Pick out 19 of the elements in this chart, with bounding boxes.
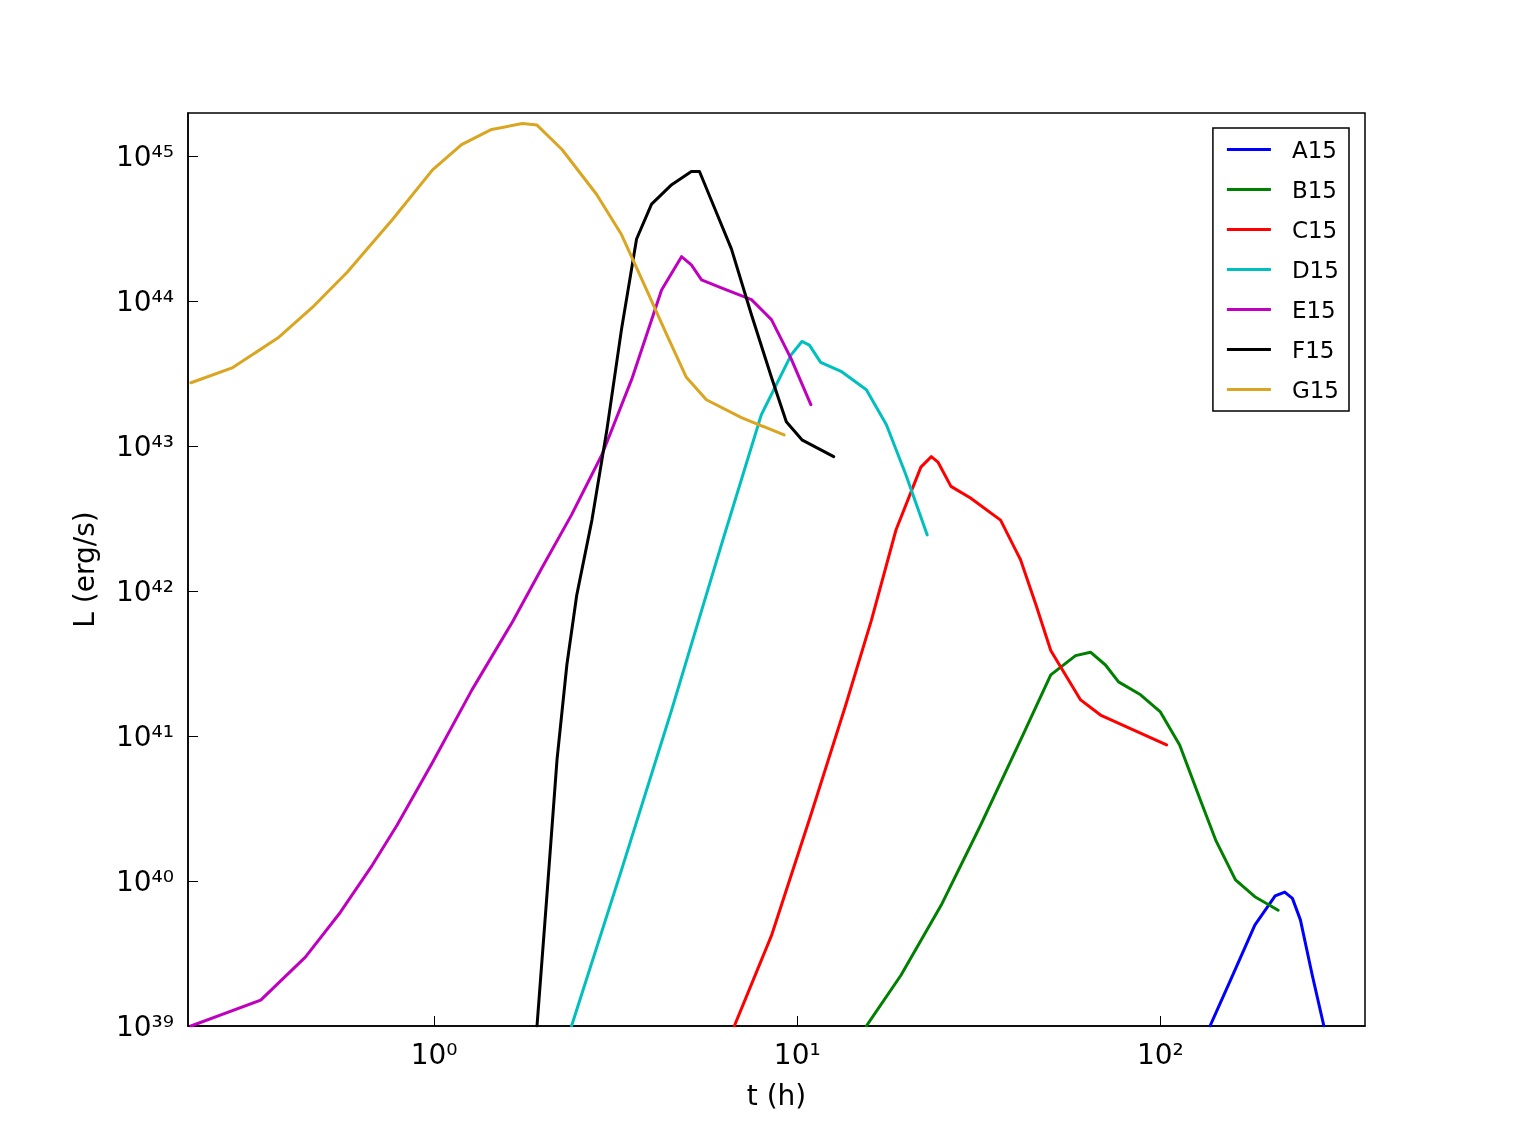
y-tick-label: 10⁴⁴ [115,285,174,319]
y-tick-label: 10⁴⁰ [115,864,174,898]
legend-label: F15 [1291,336,1335,363]
y-tick-label: 10³⁹ [115,1009,174,1043]
y-tick-label: 10⁴⁵ [115,140,174,174]
legend-label: A15 [1291,136,1337,163]
y-tick-label: 10⁴³ [115,429,174,463]
legend-label: G15 [1291,376,1339,403]
y-axis-title: L (erg/s) [67,511,101,628]
x-axis-title: t (h) [746,1078,807,1112]
legend-label: D15 [1291,256,1339,283]
y-tick-label: 10⁴² [115,574,174,608]
legend-label: B15 [1291,176,1337,203]
legend-label: C15 [1291,216,1338,243]
x-tick-label: 10⁰ [410,1037,458,1071]
legend-label: E15 [1291,296,1336,323]
y-tick-label: 10⁴¹ [115,719,174,753]
x-tick-label: 10² [1136,1037,1184,1071]
x-tick-label: 10¹ [773,1037,821,1071]
